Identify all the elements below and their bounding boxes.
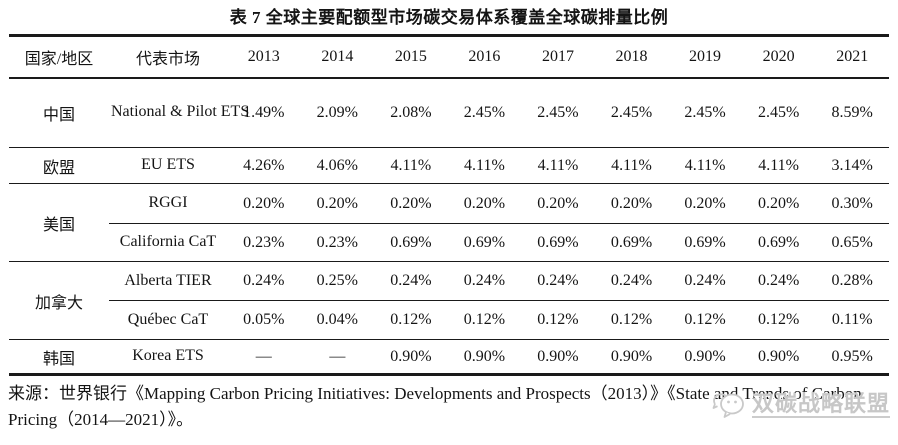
value-cell: 4.11% (374, 147, 448, 184)
value-cell: 0.12% (594, 300, 669, 340)
value-cell: 0.24% (227, 261, 301, 301)
country-cell: 中国 (9, 77, 109, 148)
value-cell: 0.24% (741, 261, 816, 301)
carbon-coverage-table: 国家/地区 代表市场 2013 2014 2015 2016 2017 2018… (9, 34, 889, 376)
value-cell: 0.23% (227, 223, 301, 262)
table-row-us-california: California CaT 0.23% 0.23% 0.69% 0.69% 0… (9, 223, 889, 262)
col-header-year: 2018 (594, 35, 669, 79)
value-cell: 0.12% (668, 300, 742, 340)
table-row-canada-alberta: 加拿大 Alberta TIER 0.24% 0.25% 0.24% 0.24%… (9, 261, 889, 340)
market-cell: RGGI (109, 183, 227, 224)
col-header-country: 国家/地区 (9, 35, 109, 79)
value-cell: 0.24% (374, 261, 448, 301)
country-cell: 美国 (9, 183, 109, 262)
value-cell: 0.24% (594, 261, 669, 301)
value-cell: 0.24% (668, 261, 742, 301)
col-header-year: 2015 (374, 35, 448, 79)
value-cell: 4.06% (300, 147, 375, 184)
value-cell: 0.20% (227, 183, 301, 224)
table-row-canada-quebec: Québec CaT 0.05% 0.04% 0.12% 0.12% 0.12%… (9, 300, 889, 340)
value-cell: 0.20% (741, 183, 816, 224)
col-header-year: 2014 (300, 35, 375, 79)
value-cell: — (329, 347, 346, 365)
col-header-year: 2020 (741, 35, 816, 79)
table-row-china: 中国 National & Pilot ETS 1.49% 2.09% 2.08… (9, 77, 889, 148)
value-cell: 0.20% (668, 183, 742, 224)
value-cell: 0.95% (831, 347, 873, 365)
value-cell: 0.04% (300, 300, 375, 340)
value-cell: 2.08% (374, 77, 448, 148)
value-cell: 0.12% (741, 300, 816, 340)
value-cell: 2.09% (300, 77, 375, 148)
country-cell: 欧盟 (9, 147, 109, 184)
market-cell: National & Pilot ETS (109, 77, 249, 148)
col-header-market: 代表市场 (109, 35, 227, 79)
value-cell: 2.45% (668, 77, 742, 148)
value-cell: 0.90% (463, 347, 506, 365)
table-row-korea: 韩国 Korea ETS — — 0.90% 0.90% 0.90% 0.90%… (9, 340, 889, 375)
value-cell: 2.45% (741, 77, 816, 148)
value-cell: 0.12% (447, 300, 522, 340)
value-cell: 0.20% (300, 183, 375, 224)
market-cell: Alberta TIER (109, 261, 227, 301)
table-title: 表 7 全球主要配额型市场碳交易体系覆盖全球碳排量比例 (229, 8, 669, 27)
value-cell: 0.24% (447, 261, 522, 301)
header-row: 国家/地区 代表市场 2013 2014 2015 2016 2017 2018… (9, 35, 889, 79)
table-row-eu: 欧盟 EU ETS 4.26% 4.06% 4.11% 4.11% 4.11% … (9, 147, 889, 184)
value-cell: 0.28% (815, 261, 889, 301)
value-cell: 0.69% (374, 223, 448, 262)
value-cell: 0.20% (447, 183, 522, 224)
value-cell: 8.59% (815, 77, 889, 148)
value-cell: 2.45% (521, 77, 595, 148)
col-header-year: 2013 (227, 35, 301, 79)
value-cell: 4.11% (521, 147, 595, 184)
value-cell: 0.65% (815, 223, 889, 262)
value-cell: 4.11% (668, 147, 742, 184)
value-cell: 0.20% (521, 183, 595, 224)
value-cell: 0.90% (684, 347, 726, 365)
value-cell: 0.25% (300, 261, 375, 301)
value-cell: 0.90% (610, 347, 653, 365)
value-cell: 0.24% (521, 261, 595, 301)
value-cell: 4.11% (594, 147, 669, 184)
value-cell: 4.26% (227, 147, 301, 184)
value-cell: 0.20% (374, 183, 448, 224)
market-cell: Québec CaT (109, 300, 227, 340)
value-cell: 0.12% (374, 300, 448, 340)
market-cell: Korea ETS (132, 347, 204, 365)
value-cell: 0.69% (741, 223, 816, 262)
value-cell: 0.69% (594, 223, 669, 262)
value-cell: 0.69% (668, 223, 742, 262)
value-cell: 0.30% (815, 183, 889, 224)
value-cell: 0.69% (521, 223, 595, 262)
table-row-us-rggi: 美国 RGGI 0.20% 0.20% 0.20% 0.20% 0.20% 0.… (9, 183, 889, 262)
col-header-year: 2017 (521, 35, 595, 79)
value-cell: 0.69% (447, 223, 522, 262)
col-header-year: 2019 (668, 35, 742, 79)
market-cell: EU ETS (109, 147, 227, 184)
source-note: 来源：世界银行《Mapping Carbon Pricing Initiativ… (8, 384, 862, 430)
value-cell: 0.20% (594, 183, 669, 224)
country-cell: 加拿大 (9, 261, 109, 340)
value-cell: 0.23% (300, 223, 375, 262)
value-cell: 2.45% (447, 77, 522, 148)
col-header-year: 2021 (815, 35, 889, 79)
value-cell: — (255, 347, 272, 365)
market-cell: California CaT (109, 223, 227, 262)
value-cell: 0.12% (521, 300, 595, 340)
col-header-year: 2016 (447, 35, 522, 79)
value-cell: 0.05% (227, 300, 301, 340)
value-cell: 0.90% (757, 347, 800, 365)
value-cell: 1.49% (227, 77, 301, 148)
value-cell: 4.11% (741, 147, 816, 184)
country-cell: 韩国 (42, 350, 75, 368)
value-cell: 0.90% (537, 347, 579, 365)
value-cell: 4.11% (447, 147, 522, 184)
value-cell: 3.14% (815, 147, 889, 184)
value-cell: 2.45% (594, 77, 669, 148)
value-cell: 0.90% (390, 347, 432, 365)
value-cell: 0.11% (815, 300, 889, 340)
